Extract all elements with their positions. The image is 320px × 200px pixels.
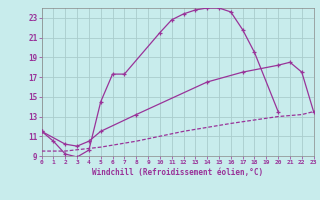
X-axis label: Windchill (Refroidissement éolien,°C): Windchill (Refroidissement éolien,°C): [92, 168, 263, 177]
